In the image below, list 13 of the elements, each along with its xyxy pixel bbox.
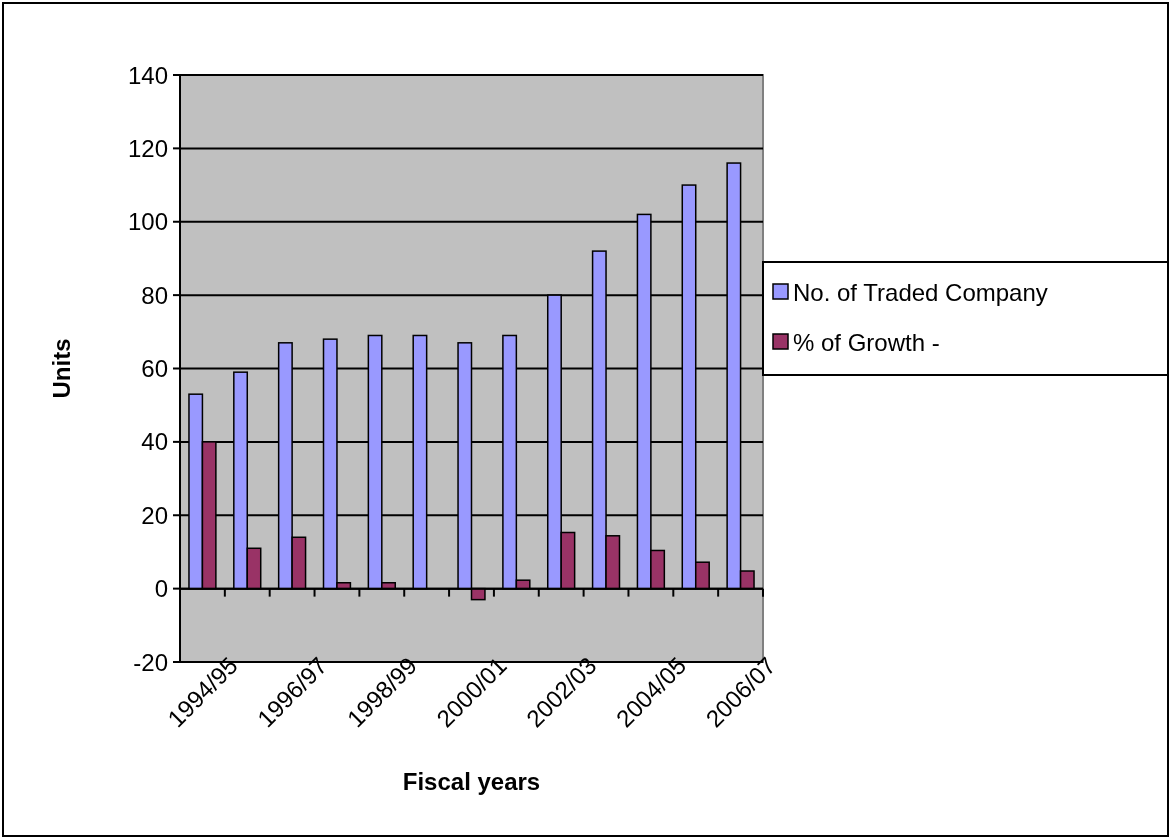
legend-label: % of Growth - bbox=[793, 328, 940, 356]
y-tick-label: 60 bbox=[141, 355, 168, 382]
x-axis-title: Fiscal years bbox=[402, 768, 541, 795]
y-tick-label: 120 bbox=[127, 134, 168, 162]
y-tick-label: 80 bbox=[141, 281, 168, 309]
y-tick-label: -20 bbox=[133, 648, 168, 676]
y-tick-label: 140 bbox=[127, 61, 168, 89]
y-tick-label: 20 bbox=[141, 501, 168, 529]
y-axis-title: Units bbox=[48, 338, 75, 399]
y-tick-label: 40 bbox=[141, 428, 168, 456]
y-tick-label: 100 bbox=[127, 208, 168, 236]
y-tick-label: 0 bbox=[154, 575, 168, 603]
legend-label: No. of Traded Company bbox=[793, 278, 1048, 306]
